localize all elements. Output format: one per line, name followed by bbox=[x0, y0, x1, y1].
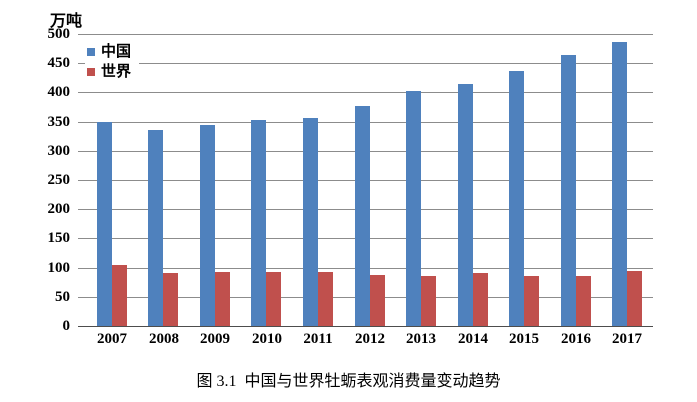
bar-world-2010 bbox=[266, 272, 281, 326]
bar-world-2013 bbox=[421, 276, 436, 326]
bar-china-2009 bbox=[200, 125, 215, 326]
bar-china-2007 bbox=[97, 122, 112, 326]
y-tick-label-0: 0 bbox=[62, 318, 71, 334]
legend-entry-world: 世界 bbox=[87, 62, 131, 82]
legend-label-world: 世界 bbox=[101, 63, 132, 80]
bar-world-2011 bbox=[318, 272, 333, 326]
bar-world-2014 bbox=[473, 273, 488, 326]
world-series-swatch-icon bbox=[87, 68, 95, 76]
y-tick-label-500: 500 bbox=[47, 26, 71, 42]
x-tick-label-2007: 2007 bbox=[97, 331, 127, 347]
x-tick-label-2010: 2010 bbox=[252, 331, 282, 347]
bar-china-2017 bbox=[612, 42, 627, 326]
bar-china-2010 bbox=[251, 120, 266, 326]
gridline-400 bbox=[78, 92, 653, 93]
x-tick-label-2015: 2015 bbox=[509, 331, 539, 347]
x-tick-label-2011: 2011 bbox=[303, 331, 333, 347]
y-tick-label-150: 150 bbox=[47, 230, 71, 246]
x-tick-label-2017: 2017 bbox=[612, 331, 642, 347]
y-tick-label-100: 100 bbox=[47, 260, 71, 276]
bar-world-2016 bbox=[576, 276, 591, 326]
x-tick-label-2013: 2013 bbox=[406, 331, 436, 347]
gridline-450 bbox=[78, 63, 653, 64]
china-series-swatch-icon bbox=[87, 48, 95, 56]
x-tick-label-2016: 2016 bbox=[561, 331, 591, 347]
bar-china-2012 bbox=[355, 106, 370, 326]
chart-legend: 中国 世界 bbox=[85, 41, 140, 83]
bar-china-2015 bbox=[509, 71, 524, 326]
y-tick-label-350: 350 bbox=[47, 114, 71, 130]
bar-world-2017 bbox=[627, 271, 642, 326]
y-tick-label-250: 250 bbox=[47, 172, 71, 188]
gridline-500 bbox=[78, 34, 653, 35]
bar-world-2015 bbox=[524, 276, 539, 326]
y-tick-label-300: 300 bbox=[47, 143, 71, 159]
y-tick-label-50: 50 bbox=[55, 289, 70, 305]
x-tick-label-2009: 2009 bbox=[200, 331, 230, 347]
legend-label-china: 中国 bbox=[101, 43, 132, 60]
x-tick-label-2014: 2014 bbox=[458, 331, 488, 347]
x-tick-label-2008: 2008 bbox=[149, 331, 179, 347]
y-tick-label-450: 450 bbox=[47, 55, 71, 71]
bar-china-2013 bbox=[406, 91, 421, 326]
bar-china-2011 bbox=[303, 118, 318, 326]
bar-world-2012 bbox=[370, 275, 385, 326]
figure-caption: 图 3.1 中国与世界牡蛎表观消费量变动趋势 bbox=[196, 373, 501, 390]
bar-world-2008 bbox=[163, 273, 178, 326]
y-axis-unit-label: 万吨 bbox=[50, 13, 83, 30]
legend-entry-china: 中国 bbox=[87, 42, 131, 62]
y-tick-label-200: 200 bbox=[47, 201, 71, 217]
x-tick-label-2012: 2012 bbox=[355, 331, 385, 347]
x-axis-line bbox=[78, 326, 653, 327]
bar-china-2016 bbox=[561, 55, 576, 326]
bar-china-2014 bbox=[458, 84, 473, 326]
bar-china-2008 bbox=[148, 130, 163, 326]
y-tick-label-400: 400 bbox=[47, 84, 71, 100]
bar-world-2009 bbox=[215, 272, 230, 326]
bar-world-2007 bbox=[112, 265, 127, 326]
